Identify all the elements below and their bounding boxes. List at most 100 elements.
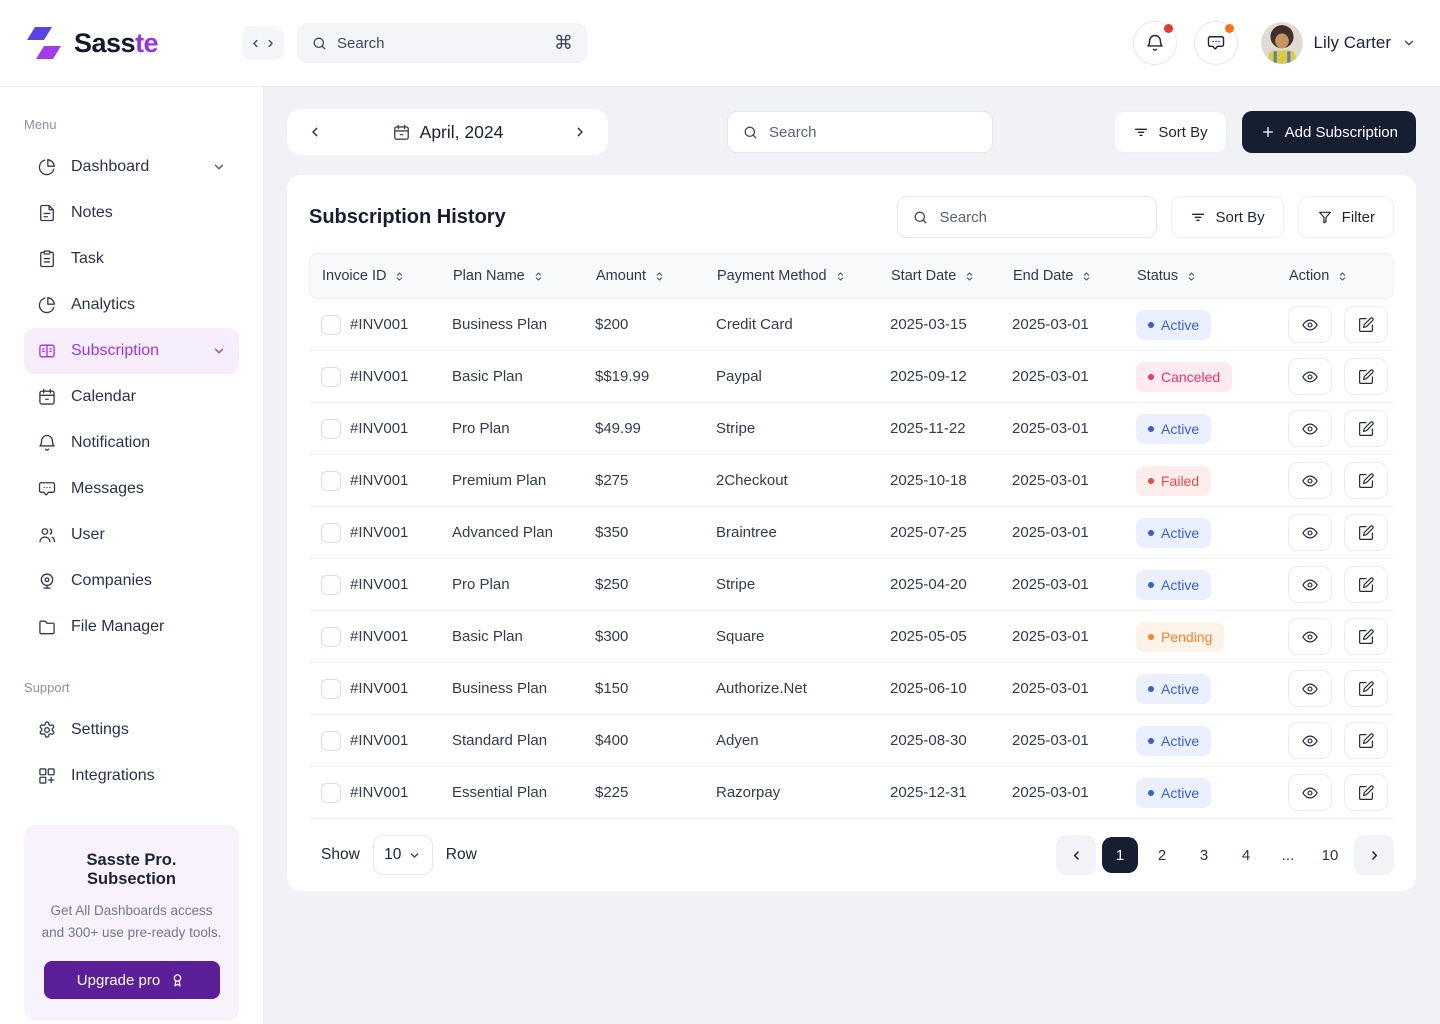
view-button[interactable]: [1288, 774, 1332, 811]
edit-button[interactable]: [1344, 514, 1388, 551]
users-icon: [37, 525, 57, 545]
row-checkbox[interactable]: [321, 730, 341, 751]
sidebar-item-notes[interactable]: Notes: [24, 190, 239, 236]
plan-name: Pro Plan: [452, 420, 510, 437]
amount: $250: [595, 576, 629, 593]
history-nav-buttons[interactable]: [242, 26, 284, 60]
chevron-left-icon[interactable]: [249, 37, 262, 50]
payment-method: Square: [716, 628, 765, 645]
view-button[interactable]: [1288, 358, 1332, 395]
status-dot: [1148, 373, 1154, 380]
row-checkbox[interactable]: [321, 574, 341, 595]
next-period-button[interactable]: [572, 124, 588, 140]
view-button[interactable]: [1288, 722, 1332, 759]
card-header: Subscription History Sort By Filter: [309, 195, 1394, 239]
sidebar-item-calendar[interactable]: Calendar: [24, 374, 239, 420]
page-button-1[interactable]: 1: [1102, 837, 1138, 873]
edit-button[interactable]: [1344, 306, 1388, 343]
add-subscription-button[interactable]: Add Subscription: [1241, 111, 1416, 153]
content-search[interactable]: [727, 111, 993, 153]
sort-by-button[interactable]: Sort By: [1114, 111, 1227, 153]
notifications-button[interactable]: [1132, 21, 1177, 65]
view-button[interactable]: [1288, 306, 1332, 343]
amount: $400: [595, 732, 629, 749]
sidebar-item-subscription[interactable]: Subscription: [24, 328, 239, 374]
pagination-pages: 1 2 3 4... 10: [1102, 837, 1348, 873]
column-header-action[interactable]: Action: [1289, 268, 1393, 284]
sidebar-item-companies[interactable]: Companies: [24, 558, 239, 604]
view-button[interactable]: [1288, 410, 1332, 447]
column-header-status[interactable]: Status: [1137, 268, 1289, 284]
edit-button[interactable]: [1344, 566, 1388, 603]
global-search-input[interactable]: [337, 34, 545, 52]
sidebar-item-messages[interactable]: Messages: [24, 466, 239, 512]
edit-button[interactable]: [1344, 358, 1388, 395]
upgrade-pro-button[interactable]: Upgrade pro: [43, 961, 220, 1000]
row-checkbox[interactable]: [321, 470, 341, 491]
view-button[interactable]: [1288, 514, 1332, 551]
row-checkbox[interactable]: [321, 626, 341, 647]
chevron-right-icon[interactable]: [264, 37, 277, 50]
sidebar-item-analytics[interactable]: Analytics: [24, 282, 239, 328]
column-header-amount[interactable]: Amount: [596, 268, 717, 284]
view-button[interactable]: [1288, 566, 1332, 603]
brand-logo[interactable]: Sasste: [24, 26, 242, 60]
messages-button[interactable]: [1193, 21, 1238, 65]
table-search[interactable]: [897, 196, 1158, 238]
sidebar-item-dashboard[interactable]: Dashboard: [24, 144, 239, 190]
edit-button[interactable]: [1344, 722, 1388, 759]
sidebar-item-notification[interactable]: Notification: [24, 420, 239, 466]
sort-lines-icon: [1190, 209, 1206, 225]
page-button-10[interactable]: 10: [1312, 837, 1348, 873]
end-date: 2025-03-01: [1012, 680, 1089, 697]
column-header-invoice-id[interactable]: Invoice ID: [310, 268, 453, 284]
page-button-4[interactable]: 4: [1228, 837, 1264, 873]
edit-button[interactable]: [1344, 462, 1388, 499]
view-button[interactable]: [1288, 462, 1332, 499]
column-header-end-date[interactable]: End Date: [1013, 268, 1137, 284]
table-sort-by-button[interactable]: Sort By: [1171, 196, 1284, 238]
start-date: 2025-10-18: [890, 472, 967, 489]
rows-per-page-select[interactable]: 10: [372, 835, 433, 875]
sidebar-item-integrations[interactable]: Integrations: [24, 753, 239, 799]
status-dot: [1148, 477, 1154, 484]
eye-icon: [1301, 420, 1319, 438]
edit-button[interactable]: [1344, 410, 1388, 447]
sidebar-item-file-manager[interactable]: File Manager: [24, 604, 239, 650]
row-checkbox[interactable]: [321, 678, 341, 699]
sidebar-item-settings[interactable]: Settings: [24, 707, 239, 753]
user-menu[interactable]: Lily Carter: [1260, 22, 1416, 64]
topbar: Sasste ⌘ Lily Carter: [0, 0, 1440, 87]
row-checkbox[interactable]: [321, 522, 341, 543]
table-sort-by-label: Sort By: [1215, 208, 1265, 226]
page-button-2[interactable]: 2: [1144, 837, 1180, 873]
sidebar-item-label: File Manager: [71, 618, 165, 635]
view-button[interactable]: [1288, 670, 1332, 707]
content-search-input[interactable]: [769, 123, 978, 141]
row-checkbox[interactable]: [321, 366, 341, 387]
previous-period-button[interactable]: [307, 124, 323, 140]
card-tools: Sort By Filter: [897, 196, 1394, 238]
topbar-actions: Lily Carter: [1132, 21, 1416, 65]
table-search-input[interactable]: [939, 208, 1143, 226]
previous-page-button[interactable]: [1056, 835, 1096, 875]
edit-button[interactable]: [1344, 618, 1388, 655]
column-header-plan-name[interactable]: Plan Name: [453, 268, 596, 284]
bell-icon: [1145, 33, 1165, 53]
column-header-payment-method[interactable]: Payment Method: [717, 268, 891, 284]
message-badge: [1224, 24, 1234, 33]
page-button-3[interactable]: 3: [1186, 837, 1222, 873]
row-checkbox[interactable]: [321, 314, 341, 335]
edit-button[interactable]: [1344, 774, 1388, 811]
view-button[interactable]: [1288, 618, 1332, 655]
row-checkbox[interactable]: [321, 782, 341, 803]
sidebar-item-task[interactable]: Task: [24, 236, 239, 282]
next-page-button[interactable]: [1354, 835, 1394, 875]
column-header-start-date[interactable]: Start Date: [891, 268, 1013, 284]
row-checkbox[interactable]: [321, 418, 341, 439]
edit-button[interactable]: [1344, 670, 1388, 707]
filter-button[interactable]: Filter: [1297, 196, 1394, 238]
global-search[interactable]: ⌘: [297, 23, 587, 63]
filter-funnel-icon: [1317, 209, 1333, 225]
sidebar-item-user[interactable]: User: [24, 512, 239, 558]
